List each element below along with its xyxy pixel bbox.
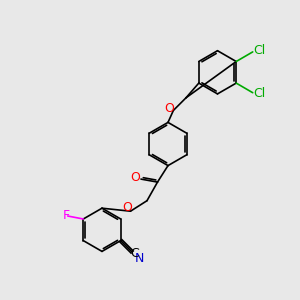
Text: Cl: Cl	[254, 44, 266, 58]
Text: N: N	[135, 251, 144, 265]
Text: C: C	[130, 247, 139, 260]
Text: O: O	[131, 171, 140, 184]
Text: F: F	[63, 209, 70, 222]
Text: O: O	[122, 201, 132, 214]
Text: O: O	[164, 102, 174, 116]
Text: Cl: Cl	[254, 87, 266, 100]
